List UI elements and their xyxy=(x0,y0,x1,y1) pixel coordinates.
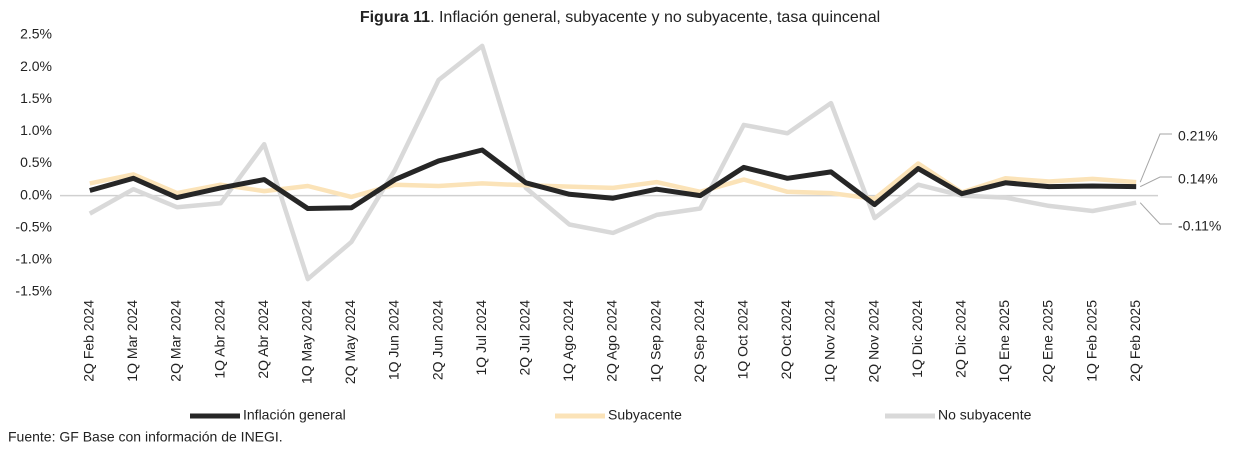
x-tick-label: 1Q Nov 2024 xyxy=(822,300,838,383)
x-tick-label: 1Q Mar 2024 xyxy=(124,300,140,382)
y-tick-label: 0.0% xyxy=(20,186,52,202)
x-tick-label: 2Q Feb 2024 xyxy=(81,300,97,382)
x-tick-label: 2Q Jun 2024 xyxy=(429,300,445,380)
x-tick-label: 1Q Oct 2024 xyxy=(735,300,751,380)
legend-label: Inflación general xyxy=(243,407,346,423)
y-tick-label: -1.0% xyxy=(15,251,52,267)
series-line xyxy=(89,147,1137,211)
x-tick-label: 2Q Oct 2024 xyxy=(778,300,794,380)
x-tick-label: 2Q Ene 2025 xyxy=(1040,300,1056,383)
x-tick-label: 2Q Dic 2024 xyxy=(953,300,969,378)
chart-title: Figura 11. Inflación general, subyacente… xyxy=(360,9,880,26)
series-line xyxy=(88,43,1137,282)
x-tick-label: 2Q Sep 2024 xyxy=(691,300,707,383)
x-tick-label: 2Q Mar 2024 xyxy=(168,300,184,382)
x-tick-label: 2Q May 2024 xyxy=(342,300,358,384)
leader-line xyxy=(1139,202,1172,225)
y-tick-label: 2.5% xyxy=(20,26,52,42)
x-tick-label: 1Q Ene 2025 xyxy=(996,300,1012,383)
x-tick-label: 1Q Ago 2024 xyxy=(560,300,576,382)
x-tick-label: 2Q Nov 2024 xyxy=(865,300,881,383)
x-tick-label: 1Q Dic 2024 xyxy=(909,300,925,378)
x-tick-label: 1Q May 2024 xyxy=(299,300,315,384)
y-tick-label: 1.5% xyxy=(20,90,52,106)
legend-label: No subyacente xyxy=(938,407,1032,423)
y-tick-label: -1.5% xyxy=(15,283,52,299)
y-tick-label: 1.0% xyxy=(20,122,52,138)
legend-label: Subyacente xyxy=(608,407,682,423)
data-label: -0.11% xyxy=(1178,218,1221,234)
leader-line xyxy=(1139,133,1172,183)
x-tick-label: 1Q Sep 2024 xyxy=(647,300,663,383)
source: Fuente: GF Base con información de INEGI… xyxy=(8,429,283,445)
data-label: 0.21% xyxy=(1178,128,1218,144)
x-tick-label: 1Q Jun 2024 xyxy=(386,300,402,380)
x-tick-label: 2Q Jul 2024 xyxy=(517,300,533,376)
leader-line xyxy=(1139,176,1172,188)
x-tick-label: 2Q Ago 2024 xyxy=(604,300,620,382)
x-tick-label: 2Q Abr 2024 xyxy=(255,300,271,379)
data-label: 0.14% xyxy=(1178,171,1218,187)
y-tick-label: 0.5% xyxy=(20,154,52,170)
title-rest: . Inflación general, subyacente y no sub… xyxy=(430,9,880,26)
x-tick-label: 2Q Feb 2025 xyxy=(1127,300,1143,382)
x-tick-label: 1Q Feb 2025 xyxy=(1083,300,1099,382)
title-bold: Figura 11 xyxy=(360,9,430,26)
x-tick-label: 1Q Abr 2024 xyxy=(211,300,227,379)
y-tick-label: -0.5% xyxy=(15,218,52,234)
y-tick-label: 2.0% xyxy=(20,58,52,74)
x-tick-label: 1Q Jul 2024 xyxy=(473,300,489,376)
